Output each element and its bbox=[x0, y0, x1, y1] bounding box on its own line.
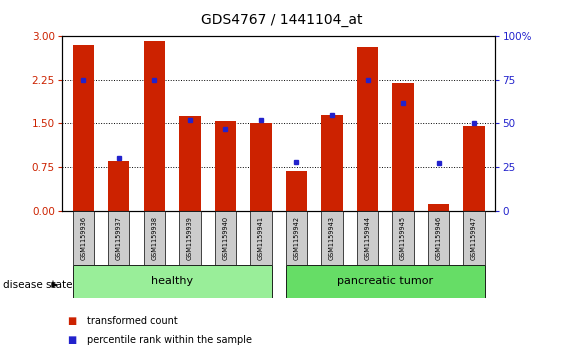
Bar bbox=[108, 211, 129, 265]
Text: GSM1159947: GSM1159947 bbox=[471, 216, 477, 260]
Bar bbox=[73, 265, 271, 298]
Text: ■: ■ bbox=[68, 316, 77, 326]
Text: GSM1159941: GSM1159941 bbox=[258, 216, 264, 260]
Bar bbox=[73, 45, 94, 211]
Text: ■: ■ bbox=[68, 335, 77, 346]
Bar bbox=[144, 41, 165, 211]
Bar bbox=[251, 211, 271, 265]
Bar bbox=[321, 115, 343, 211]
Text: disease state: disease state bbox=[3, 280, 72, 290]
Bar bbox=[108, 161, 129, 211]
Bar bbox=[357, 211, 378, 265]
Bar bbox=[321, 211, 343, 265]
Bar bbox=[392, 83, 414, 211]
Bar bbox=[392, 211, 414, 265]
Text: GSM1159943: GSM1159943 bbox=[329, 216, 335, 260]
Bar bbox=[286, 265, 485, 298]
Bar bbox=[144, 211, 165, 265]
Text: GSM1159940: GSM1159940 bbox=[222, 216, 229, 260]
Text: GSM1159944: GSM1159944 bbox=[364, 216, 370, 260]
Text: GSM1159945: GSM1159945 bbox=[400, 216, 406, 260]
Text: GSM1159942: GSM1159942 bbox=[293, 216, 300, 260]
Bar bbox=[73, 211, 94, 265]
Text: GSM1159936: GSM1159936 bbox=[81, 216, 86, 260]
Bar bbox=[463, 126, 485, 211]
Bar bbox=[286, 211, 307, 265]
Bar bbox=[215, 211, 236, 265]
Bar bbox=[357, 47, 378, 211]
Bar bbox=[215, 121, 236, 211]
Text: transformed count: transformed count bbox=[87, 316, 178, 326]
Bar bbox=[179, 117, 200, 211]
Text: percentile rank within the sample: percentile rank within the sample bbox=[87, 335, 252, 346]
Text: GSM1159938: GSM1159938 bbox=[151, 216, 157, 260]
Text: GSM1159939: GSM1159939 bbox=[187, 216, 193, 260]
Bar bbox=[179, 211, 200, 265]
Bar bbox=[463, 211, 485, 265]
Text: GDS4767 / 1441104_at: GDS4767 / 1441104_at bbox=[201, 13, 362, 27]
Bar bbox=[428, 204, 449, 211]
Text: pancreatic tumor: pancreatic tumor bbox=[337, 276, 434, 286]
Text: healthy: healthy bbox=[151, 276, 193, 286]
Text: GSM1159946: GSM1159946 bbox=[436, 216, 441, 260]
Bar bbox=[428, 211, 449, 265]
Bar bbox=[286, 171, 307, 211]
Text: GSM1159937: GSM1159937 bbox=[116, 216, 122, 260]
Bar bbox=[251, 123, 271, 211]
